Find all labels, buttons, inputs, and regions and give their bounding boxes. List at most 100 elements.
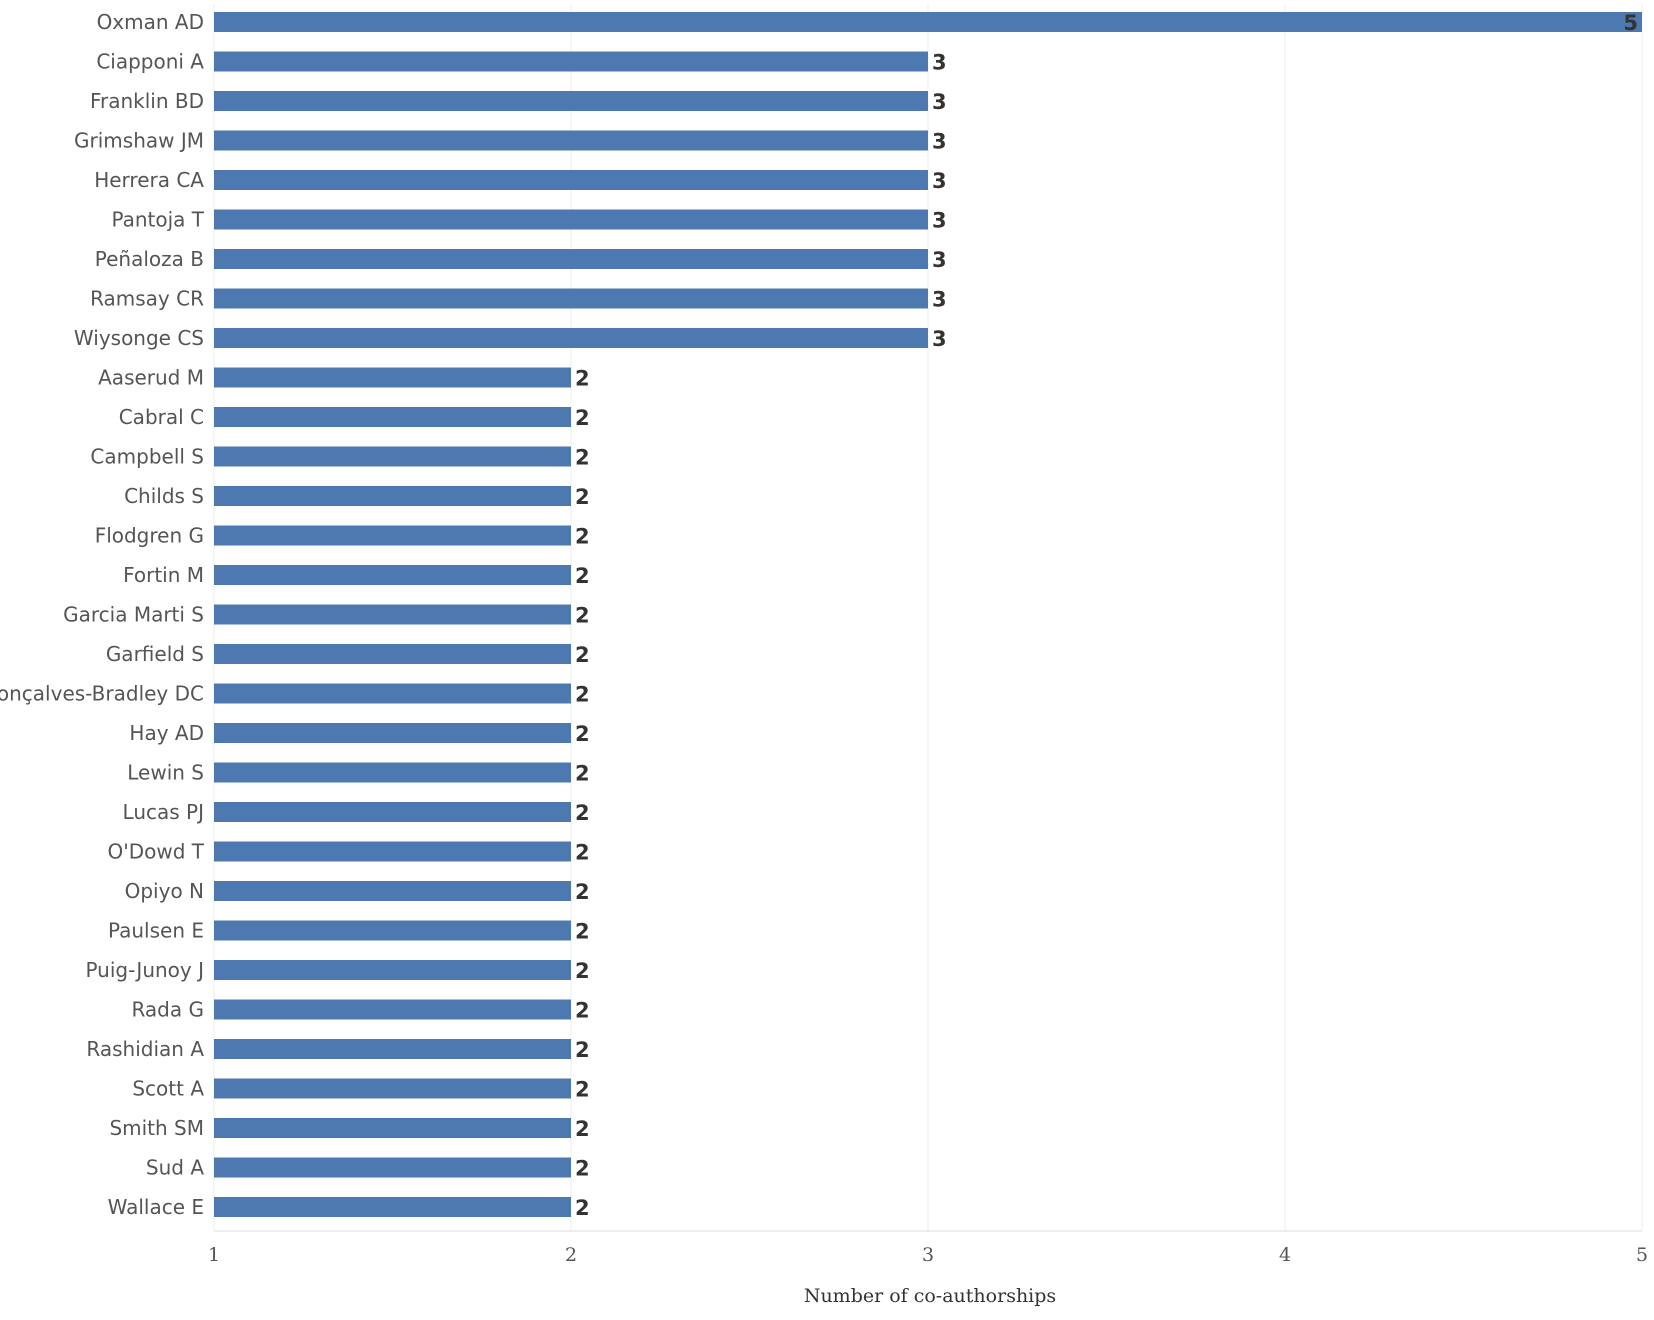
value-label-4: 3 xyxy=(932,169,947,193)
bar-6 xyxy=(214,249,928,269)
bar-7 xyxy=(214,288,928,309)
category-label-4: Herrera CA xyxy=(94,168,204,192)
bar-21 xyxy=(214,841,571,862)
category-label-2: Franklin BD xyxy=(90,89,204,113)
category-label-24: Puig-Junoy J xyxy=(85,958,204,982)
value-label-14: 2 xyxy=(575,564,590,588)
bar-1 xyxy=(214,51,928,72)
category-label-26: Rashidian A xyxy=(86,1037,204,1061)
value-label-19: 2 xyxy=(575,762,590,786)
bar-layer xyxy=(214,12,1642,1217)
category-label-28: Smith SM xyxy=(109,1116,204,1140)
value-label-12: 2 xyxy=(575,485,590,509)
value-label-9: 2 xyxy=(575,367,590,391)
category-label-19: Lewin S xyxy=(127,761,204,785)
category-label-23: Paulsen E xyxy=(108,919,204,943)
grid-layer xyxy=(213,4,1643,1231)
bar-8 xyxy=(214,328,928,348)
value-label-11: 2 xyxy=(575,446,590,470)
value-label-29: 2 xyxy=(575,1157,590,1181)
bar-30 xyxy=(214,1197,571,1217)
bar-9 xyxy=(214,367,571,388)
value-label-13: 2 xyxy=(575,525,590,549)
value-label-15: 2 xyxy=(575,604,590,628)
label-layer: Oxman AD 5 Ciapponi A 3 Franklin BD 3 Grimshaw… xyxy=(0,10,1638,1220)
value-label-22: 2 xyxy=(575,880,590,904)
bar-24 xyxy=(214,960,571,980)
value-label-18: 2 xyxy=(575,722,590,746)
value-label-0: 5 xyxy=(1623,11,1638,35)
x-tick-label-1: 1 xyxy=(208,1244,220,1266)
category-label-17: Gonçalves-Bradley DC xyxy=(0,682,204,706)
category-label-21: O'Dowd T xyxy=(107,840,204,864)
bar-19 xyxy=(214,762,571,783)
category-label-14: Fortin M xyxy=(123,563,204,587)
bar-22 xyxy=(214,881,571,901)
bar-17 xyxy=(214,683,571,704)
bar-29 xyxy=(214,1157,571,1178)
value-label-26: 2 xyxy=(575,1038,590,1062)
value-label-24: 2 xyxy=(575,959,590,983)
x-axis: 1 2 3 4 5 xyxy=(208,1230,1648,1266)
bar-0 xyxy=(214,12,1642,32)
bar-20 xyxy=(214,802,571,822)
bar-27 xyxy=(214,1078,571,1099)
category-label-20: Lucas PJ xyxy=(123,800,204,824)
x-tick-label-2: 2 xyxy=(565,1244,577,1266)
category-label-8: Wiysonge CS xyxy=(74,326,204,350)
value-label-30: 2 xyxy=(575,1196,590,1220)
bar-2 xyxy=(214,91,928,111)
bar-13 xyxy=(214,525,571,546)
value-label-5: 3 xyxy=(932,209,947,233)
value-label-8: 3 xyxy=(932,327,947,351)
bar-5 xyxy=(214,209,928,230)
bar-11 xyxy=(214,446,571,467)
bar-12 xyxy=(214,486,571,506)
bar-10 xyxy=(214,407,571,427)
category-label-22: Opiyo N xyxy=(125,879,204,903)
bar-23 xyxy=(214,920,571,941)
bar-18 xyxy=(214,723,571,743)
bar-4 xyxy=(214,170,928,190)
bar-15 xyxy=(214,604,571,625)
category-label-15: Garcia Marti S xyxy=(63,603,204,627)
category-label-27: Scott A xyxy=(132,1077,204,1101)
value-label-2: 3 xyxy=(932,90,947,114)
category-label-29: Sud A xyxy=(146,1156,204,1180)
x-tick-label-3: 3 xyxy=(922,1244,934,1266)
category-label-13: Flodgren G xyxy=(95,524,204,548)
x-tick-label-5: 5 xyxy=(1636,1244,1648,1266)
value-label-20: 2 xyxy=(575,801,590,825)
category-label-1: Ciapponi A xyxy=(96,50,204,74)
category-label-5: Pantoja T xyxy=(111,208,204,232)
value-label-7: 3 xyxy=(932,288,947,312)
value-label-6: 3 xyxy=(932,248,947,272)
category-label-25: Rada G xyxy=(131,998,204,1022)
bar-26 xyxy=(214,1039,571,1059)
value-label-25: 2 xyxy=(575,999,590,1023)
value-label-1: 3 xyxy=(932,51,947,75)
category-label-12: Childs S xyxy=(124,484,204,508)
category-label-3: Grimshaw JM xyxy=(74,129,204,153)
value-label-17: 2 xyxy=(575,683,590,707)
value-label-10: 2 xyxy=(575,406,590,430)
category-label-18: Hay AD xyxy=(129,721,204,745)
category-label-6: Peñaloza B xyxy=(95,247,204,271)
category-label-10: Cabral C xyxy=(119,405,204,429)
value-label-16: 2 xyxy=(575,643,590,667)
category-label-9: Aaserud M xyxy=(98,366,204,390)
x-tick-label-4: 4 xyxy=(1279,1244,1291,1266)
category-label-16: Garfield S xyxy=(106,642,204,666)
category-label-0: Oxman AD xyxy=(97,10,204,34)
bar-3 xyxy=(214,130,928,151)
bar-14 xyxy=(214,565,571,585)
value-label-21: 2 xyxy=(575,841,590,865)
category-label-11: Campbell S xyxy=(90,445,204,469)
bar-28 xyxy=(214,1118,571,1138)
value-label-28: 2 xyxy=(575,1117,590,1141)
bar-16 xyxy=(214,644,571,664)
value-label-3: 3 xyxy=(932,130,947,154)
value-label-23: 2 xyxy=(575,920,590,944)
